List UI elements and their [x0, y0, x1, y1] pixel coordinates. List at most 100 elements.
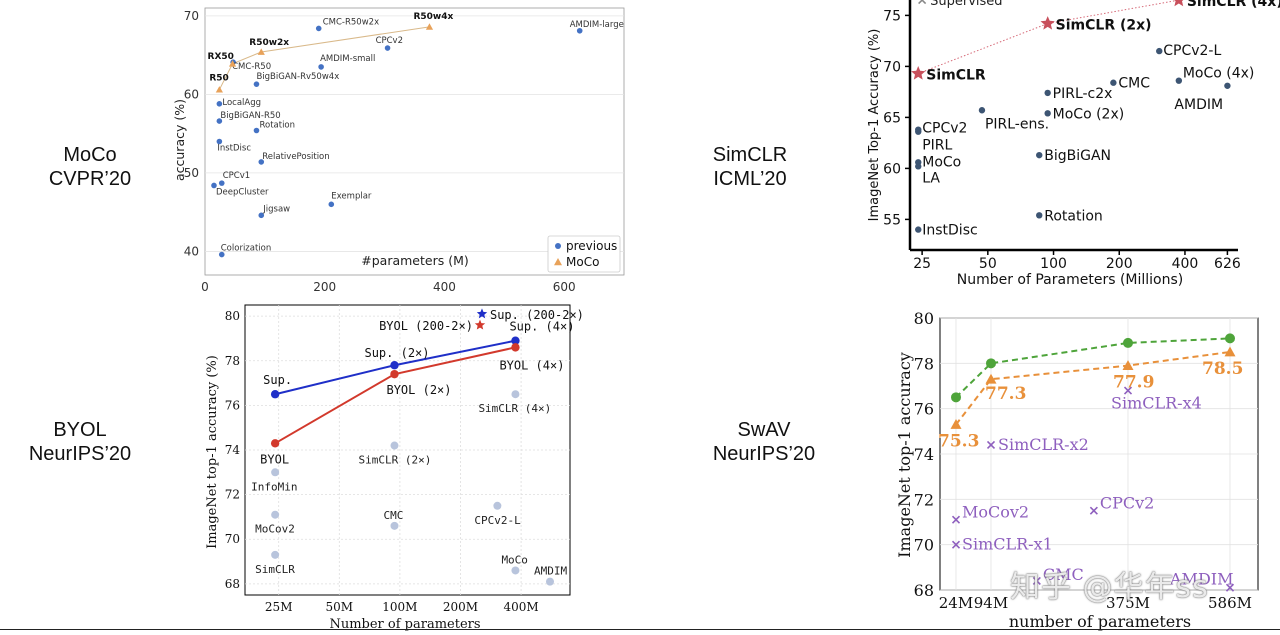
- byol-other-simclr: [271, 550, 280, 559]
- moco-label: MoCo CVPR’20: [30, 143, 150, 191]
- moco-point-label-instdisc: InstDisc: [217, 144, 251, 154]
- moco-marker-label-r50w2x: R50w2x: [249, 38, 289, 48]
- moco-point-label-bigbigan-rv50w4x: BigBiGAN-Rv50w4x: [256, 72, 339, 82]
- simclr-xtick-label: 626: [1214, 256, 1241, 272]
- swav-ytick-label: 72: [914, 490, 934, 509]
- byol-ytick-label: 76: [225, 398, 240, 412]
- swav-data-label: 77.9: [1113, 373, 1154, 393]
- moco-marker-r50: [215, 86, 223, 93]
- moco-point-jigsaw: [258, 212, 265, 219]
- byol-xtick-label: 25M: [265, 600, 293, 614]
- moco-point-label-amdim-large: AMDIM-large: [570, 20, 624, 30]
- moco-legend-moco-marker: [554, 258, 562, 266]
- swav-orange-point: [1122, 360, 1134, 370]
- byol-other-simclr-2: [390, 441, 399, 450]
- moco-ytick-label: 70: [184, 9, 199, 23]
- swav-x-axis-title: number of parameters: [1009, 612, 1191, 631]
- byol-ytick-label: 70: [225, 532, 240, 546]
- simclr-y-axis-title: ImageNet Top-1 Accuracy (%): [867, 29, 882, 222]
- simclr-marker-supervised: [918, 0, 927, 5]
- simclr-label-pirl-c2x: PIRL-c2x: [1053, 86, 1113, 102]
- swav-orange-point: [985, 373, 997, 384]
- swav-data-label: 77.3: [985, 384, 1026, 404]
- simclr-label-bigbigan: BigBiGAN: [1044, 148, 1111, 164]
- swav-other-cmc: [1032, 576, 1041, 585]
- byol-point-label-sup-2: Sup. (2×): [364, 346, 429, 360]
- moco-marker-rx50: [228, 60, 237, 67]
- simclr-point-cmc: [1110, 79, 1117, 86]
- moco-ytick-label: 60: [184, 87, 199, 101]
- moco-point-label-bigbigan-r50: BigBiGAN-R50: [220, 111, 280, 121]
- moco-point-label-relativeposition: RelativePosition: [262, 152, 329, 162]
- byol-other-cmc: [390, 521, 399, 530]
- swav-orange-point: [1224, 346, 1236, 357]
- swav-ytick-label: 76: [914, 400, 934, 419]
- byol-point-byol: [270, 439, 280, 448]
- swav-green-point: [951, 392, 961, 403]
- byol-other-label-moco: MoCo: [501, 553, 527, 566]
- swav-green-point: [1123, 337, 1133, 348]
- swav-label: SwAV NeurIPS’20: [704, 418, 824, 466]
- moco-marker-label-rx50: RX50: [208, 52, 234, 62]
- moco-point-exemplar: [328, 201, 335, 208]
- byol-point-label-byol-4: BYOL (4×): [499, 358, 564, 372]
- byol-point-sup: [270, 390, 280, 399]
- moco-point-label-cpcv1: CPCv1: [223, 171, 250, 181]
- moco-marker-label-r50w4x: R50w4x: [413, 12, 453, 22]
- byol-point-sup-4: [511, 336, 520, 345]
- moco-legend-moco-label: MoCo: [566, 255, 599, 269]
- watermark: 知乎 @华年ss: [1010, 570, 1209, 605]
- moco-point-relativeposition: [258, 159, 265, 165]
- simclr-xtick-label: 200: [1106, 256, 1133, 272]
- byol-other-label-mocov2: MoCov2: [255, 523, 295, 536]
- moco-xtick-label: 400: [433, 280, 456, 294]
- moco-point-label-deepcluster: DeepCluster: [216, 187, 269, 197]
- moco-point-colorization: [218, 251, 225, 258]
- swav-other-label-simclr-x1: SimCLR-x1: [962, 535, 1053, 554]
- swav-other-simclr-x4: [1123, 386, 1133, 395]
- byol-xtick-label: 200M: [443, 600, 478, 614]
- swav-other-amdim: [1225, 583, 1235, 592]
- swav-other-label-cpcv2: CPCv2: [1100, 494, 1154, 513]
- byol-xtick-label: 400M: [503, 600, 538, 614]
- moco-xtick-label: 600: [553, 280, 576, 294]
- byol-other-label-simclr-2: SimCLR (2×): [358, 454, 431, 467]
- moco-point-label-localagg: LocalAgg: [222, 98, 261, 108]
- simclr-label-rotation: Rotation: [1044, 208, 1103, 224]
- moco-point-label-cmc-r50: CMC-R50: [232, 62, 271, 72]
- byol-xtick-label: 50M: [326, 600, 354, 614]
- byol-other-label-amdim: AMDIM: [534, 565, 567, 578]
- byol-point-label-sup: Sup.: [263, 373, 292, 387]
- simclr-label-cpcv2-l: CPCv2-L: [1163, 43, 1221, 59]
- moco-point-rotation: [253, 127, 260, 134]
- swav-orange-point: [950, 419, 962, 429]
- simclr-xtick-label: 50: [979, 256, 997, 272]
- simclr-trend-line: [918, 0, 1179, 75]
- simclr-ytick-label: 60: [883, 161, 901, 177]
- bottom-divider: [0, 629, 1280, 630]
- simclr-label-pirl-ens: PIRL-ens.: [985, 116, 1049, 132]
- byol-ytick-label: 72: [225, 488, 240, 502]
- moco-point-label-rotation: Rotation: [259, 121, 295, 131]
- swav-green-point: [1225, 333, 1235, 344]
- moco-trend-line: [218, 26, 430, 90]
- byol-plot-area: [244, 304, 571, 596]
- simclr-point-moco-4x: [1175, 77, 1183, 84]
- byol-y-axis-title: ImageNet top-1 accuracy (%): [205, 355, 220, 549]
- byol-star-byol-200-2: [474, 319, 486, 330]
- simclr-label-venue: ICML’20: [713, 168, 787, 190]
- byol-label-name: BYOL: [53, 419, 107, 441]
- moco-point-deepcluster: [211, 182, 217, 189]
- simclr-point-rotation: [1036, 212, 1043, 219]
- byol-ytick-label: 78: [225, 354, 240, 368]
- byol-point-byol-2: [390, 369, 399, 379]
- simclr-point-instdisc: [915, 226, 922, 233]
- moco-marker-r50w2x: [257, 48, 265, 55]
- swav-green-point: [986, 358, 996, 369]
- moco-legend-previous-label: previous: [566, 239, 617, 253]
- byol-other-mocov2: [271, 510, 280, 519]
- moco-point-bigbigan-r50: [216, 118, 223, 124]
- swav-other-mocov2: [951, 515, 961, 524]
